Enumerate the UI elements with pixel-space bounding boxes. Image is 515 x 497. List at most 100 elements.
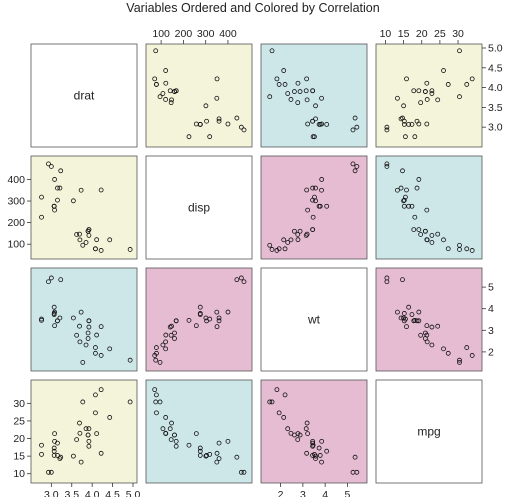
data-point	[282, 82, 288, 87]
data-point	[297, 89, 303, 94]
data-point	[70, 315, 76, 321]
panel-background	[375, 155, 483, 260]
data-point	[457, 357, 462, 363]
y-tick-label-drat: 3.0	[488, 122, 503, 134]
data-point	[86, 227, 92, 233]
data-point	[234, 115, 240, 121]
data-point	[429, 324, 435, 330]
data-point	[197, 122, 203, 127]
x-tick-label-disp: 400	[219, 28, 237, 40]
data-point	[48, 164, 54, 169]
data-point	[401, 103, 406, 109]
data-point	[313, 185, 318, 191]
panel-background	[260, 379, 368, 484]
diagonal-label-drat: drat	[74, 89, 95, 103]
data-point	[172, 330, 177, 336]
data-point	[416, 309, 422, 315]
x-tick-label-drat: 3.0	[44, 489, 59, 497]
matrix-cells: drat disp wt mpg	[30, 43, 483, 484]
data-point	[305, 121, 311, 127]
y-tick-label-wt: 4	[488, 303, 494, 315]
data-point	[52, 438, 57, 444]
data-point	[313, 103, 318, 109]
data-point	[197, 304, 203, 310]
data-point	[412, 134, 418, 140]
data-point	[276, 246, 282, 252]
y-tick-label-mpg: 30	[13, 398, 25, 410]
data-point	[398, 185, 404, 191]
data-point	[295, 100, 301, 106]
data-point	[281, 415, 287, 420]
data-point	[94, 237, 100, 243]
x-tick-label-wt: 3	[300, 489, 306, 497]
x-tick-label-drat: 3.5	[64, 489, 79, 497]
data-point	[310, 185, 316, 191]
data-point	[163, 80, 169, 86]
data-point	[216, 456, 222, 461]
data-point	[160, 426, 166, 432]
data-point	[127, 247, 133, 252]
data-point	[269, 399, 275, 405]
data-point	[74, 332, 80, 338]
data-point	[154, 82, 159, 87]
data-point	[204, 118, 209, 124]
y-tick-label-mpg: 15	[13, 451, 25, 463]
data-point	[281, 237, 287, 243]
data-point	[157, 399, 163, 405]
data-point	[304, 450, 310, 456]
data-point	[39, 442, 44, 448]
data-point	[457, 359, 462, 365]
data-point	[414, 318, 420, 324]
data-point	[58, 168, 64, 174]
panel-wt-vs-drat	[30, 267, 138, 372]
data-point	[285, 426, 291, 432]
data-point	[352, 115, 358, 121]
panel-mpg-vs-mpg: mpg	[375, 379, 483, 484]
data-point	[416, 318, 422, 324]
data-point	[55, 453, 60, 458]
x-tick-label-mpg: 20	[416, 28, 428, 40]
data-point	[241, 127, 247, 133]
data-point	[167, 88, 173, 94]
data-point	[55, 197, 60, 203]
data-point	[153, 392, 159, 398]
data-point	[216, 116, 222, 122]
panel-wt-vs-wt: wt	[260, 267, 368, 372]
data-point	[98, 387, 104, 393]
data-point	[409, 203, 415, 209]
data-point	[83, 240, 89, 245]
data-point	[354, 164, 360, 169]
data-point	[93, 350, 98, 356]
data-point	[86, 324, 92, 330]
data-point	[153, 357, 159, 363]
data-point	[154, 350, 159, 356]
data-point	[424, 332, 430, 338]
data-point	[313, 453, 318, 459]
data-point	[80, 242, 86, 248]
chart-title: Variables Ordered and Colored by Correla…	[126, 1, 379, 15]
data-point	[401, 318, 407, 324]
data-point	[51, 453, 57, 458]
panel-drat-vs-mpg	[375, 43, 483, 148]
data-point	[70, 453, 76, 459]
data-point	[214, 450, 220, 456]
data-point	[285, 240, 291, 245]
data-point	[401, 203, 407, 209]
data-point	[429, 240, 435, 245]
data-point	[163, 97, 169, 102]
data-point	[469, 76, 475, 82]
data-point	[319, 459, 324, 465]
data-point	[324, 203, 330, 209]
data-point	[401, 198, 406, 204]
data-point	[160, 91, 166, 96]
data-point	[435, 323, 441, 329]
data-point	[193, 323, 199, 329]
data-point	[445, 246, 451, 252]
data-point	[384, 161, 390, 167]
data-point	[83, 342, 89, 348]
data-point	[282, 246, 288, 252]
data-point	[404, 76, 409, 82]
data-point	[216, 318, 222, 324]
y-tick-label-drat: 4.5	[488, 62, 503, 74]
data-point	[424, 207, 430, 213]
